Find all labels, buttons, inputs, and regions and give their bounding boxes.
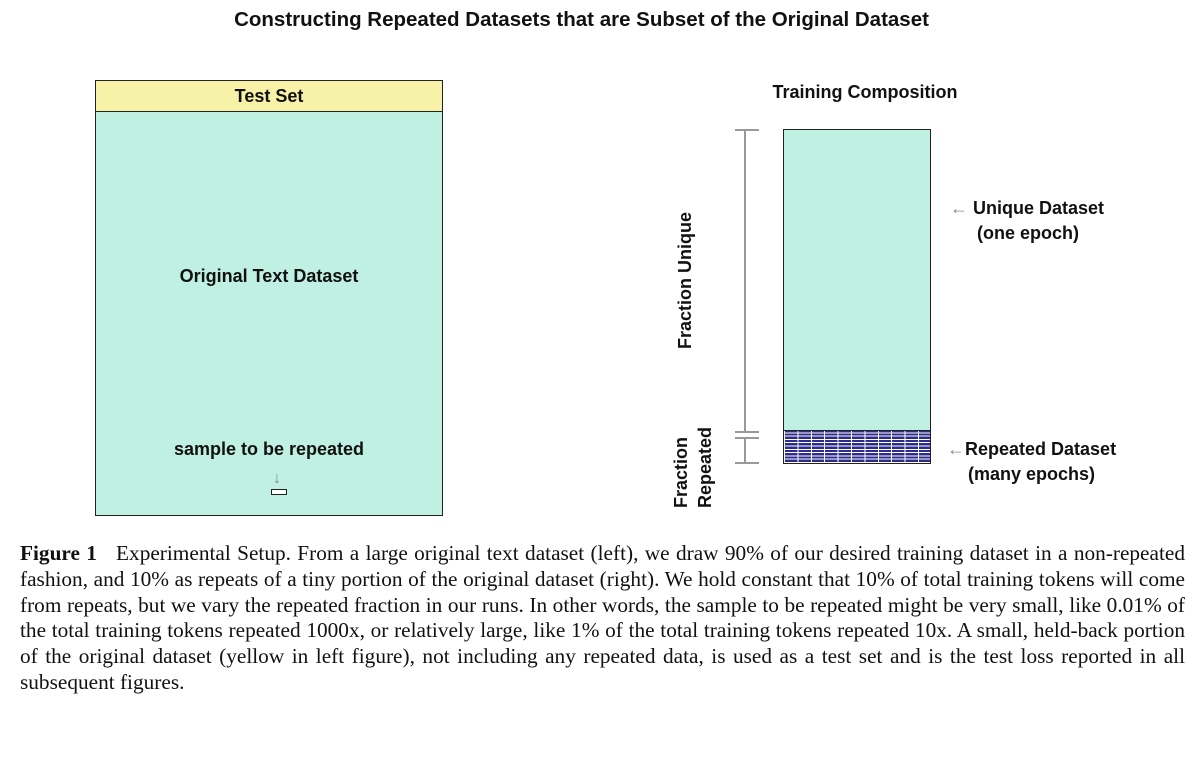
original-dataset-label: Original Text Dataset	[179, 266, 359, 286]
caption-text: Experimental Setup. From a large origina…	[20, 541, 1185, 694]
fraction-brackets	[735, 129, 759, 464]
fraction-repeated-label-2: Repeated	[695, 426, 715, 508]
figure-caption: Figure 1 Experimental Setup. From a larg…	[20, 541, 1185, 696]
test-set-strip: Test Set	[96, 81, 442, 112]
training-composition-box	[783, 129, 931, 464]
fraction-repeated-label-1: Fraction	[671, 436, 691, 508]
left-arrow-icon: ←	[947, 439, 965, 459]
figure-title: Constructing Repeated Datasets that are …	[234, 8, 929, 31]
repeated-dataset-sublabel: (many epochs)	[968, 464, 1096, 484]
repeated-dataset-annotation: ←Repeated Dataset (many epochs)	[947, 437, 1116, 487]
caption-label: Figure 1	[20, 541, 97, 565]
repeated-dataset-label: Repeated Dataset	[965, 439, 1117, 459]
unique-dataset-annotation: ← Unique Dataset (one epoch)	[950, 196, 1104, 246]
composition-title: Training Composition	[772, 82, 958, 102]
sample-rect	[271, 489, 287, 495]
sample-label: sample to be repeated	[173, 439, 365, 459]
original-dataset-box: Test Set Original Text Dataset sample to…	[95, 80, 443, 516]
left-arrow-icon: ←	[950, 198, 968, 218]
unique-dataset-label: Unique Dataset	[973, 198, 1105, 218]
down-arrow-icon: ↓	[273, 470, 281, 487]
repeated-dataset-band	[784, 430, 930, 463]
fraction-unique-label: Fraction Unique	[675, 211, 695, 349]
unique-dataset-sublabel: (one epoch)	[977, 223, 1079, 243]
